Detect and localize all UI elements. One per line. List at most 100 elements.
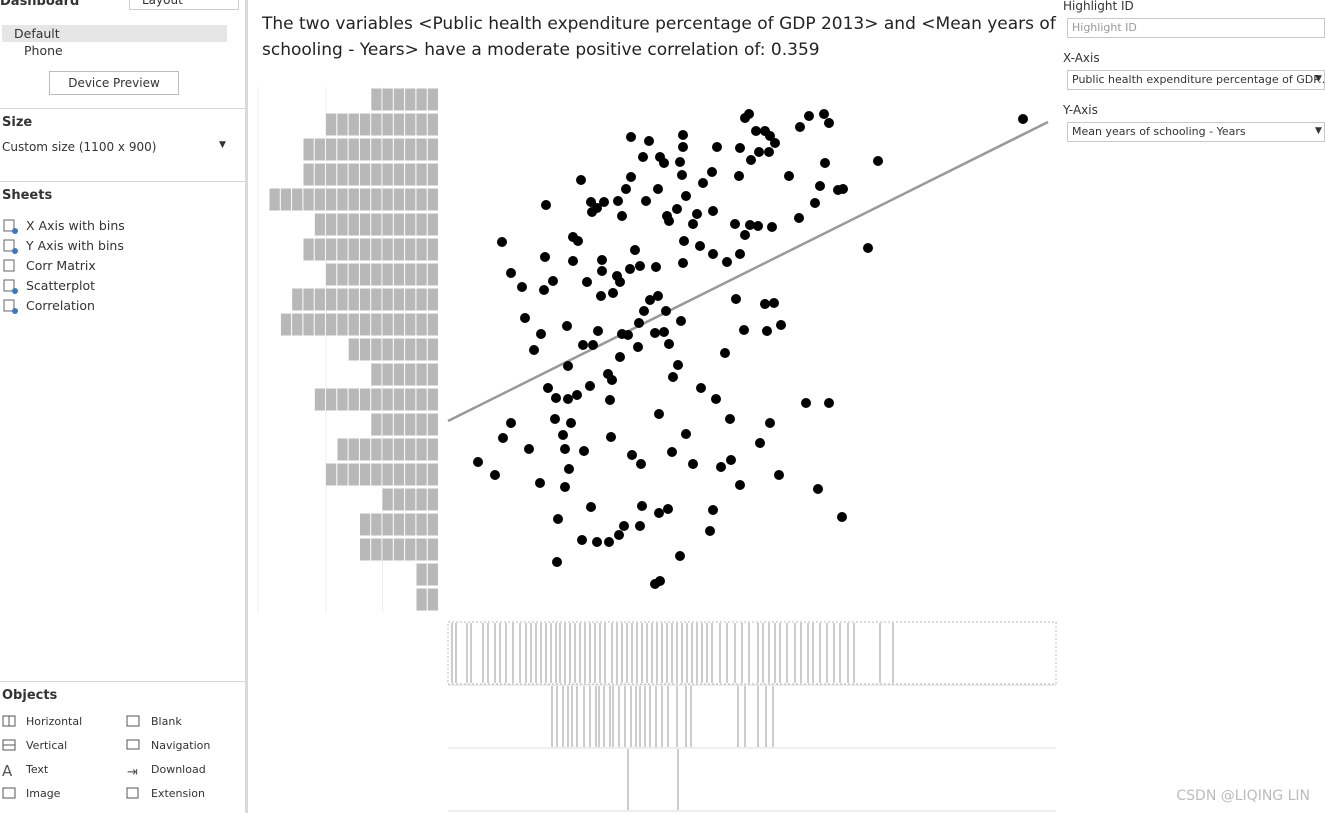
scatter-point [659,158,669,168]
scatter-point [563,361,573,371]
scatter-point [497,237,507,247]
scatter-point [824,118,834,128]
scatter-point [560,444,570,454]
sheet-item[interactable]: Corr Matrix [26,258,96,273]
y-axis-dropdown[interactable]: Mean years of schooling - Years [1067,122,1325,142]
scatter-point [824,398,834,408]
scatter-point [506,268,516,278]
scatter-point [621,184,631,194]
section-heading: Sheets [2,188,53,203]
scatter-point [605,395,615,405]
scatter-point [612,271,622,281]
scatter-point [593,326,603,336]
scatter-point [746,155,756,165]
device-option[interactable]: Default [2,25,227,42]
scatter-point [588,340,598,350]
scatter-point [553,514,563,524]
scatter-point [672,204,682,214]
scatter-point [626,172,636,182]
scatter-point [535,478,545,488]
scatter-point [473,457,483,467]
scatter-point [731,294,741,304]
scatter-point [626,132,636,142]
scatter-point [688,219,698,229]
hist-bar [303,138,439,161]
scatter-point [576,175,586,185]
scatter-point [498,433,508,443]
tab[interactable]: Dashboard [0,0,80,9]
scatter-point [586,502,596,512]
scatter-point [638,152,648,162]
sheet-item[interactable]: Scatterplot [26,278,96,293]
scatter-point [582,277,592,287]
scatter-point [560,482,570,492]
scatter-point [863,243,873,253]
scatter-point [635,261,645,271]
scatter-point [765,418,775,428]
object-item[interactable]: Navigation [151,739,211,752]
object-item[interactable]: Blank [151,715,182,728]
scatter-point [813,484,823,494]
scatter-point [770,138,780,148]
scatter-point [524,444,534,454]
scatter-point [517,282,527,292]
scatter-point [636,459,646,469]
scatter-point [675,157,685,167]
chart-title: The two variables <Public health expendi… [262,14,1056,60]
object-item[interactable]: Vertical [26,739,68,752]
scatter-point [873,156,883,166]
hist-bar [280,313,439,336]
scatter-point [562,321,572,331]
x-axis-dropdown[interactable]: Public health expenditure percentage of … [1067,70,1325,90]
hist-bar [292,288,439,311]
scatter-point [801,398,811,408]
scatter-point [619,521,629,531]
sheet-item[interactable]: X Axis with bins [26,218,125,233]
hist-bar [416,563,439,586]
object-item[interactable]: Download [151,763,206,776]
device-preview-button[interactable]: Device Preview [49,71,179,95]
filter-label: Y-Axis [1063,103,1098,117]
scatter-point [769,298,779,308]
hist-bar [371,363,439,386]
device-option[interactable]: Phone [24,43,63,58]
hist-bar [314,388,439,411]
scatter-point [635,521,645,531]
scatter-point [784,171,794,181]
object-item[interactable]: Image [26,787,61,800]
scatter-point [551,393,561,403]
hist-bar [371,413,439,436]
scatter-point [604,537,614,547]
scatter-point [506,418,516,428]
highlight-input[interactable]: Highlight ID [1067,18,1325,38]
size-dropdown[interactable]: Custom size (1100 x 900) [2,140,157,154]
scatter-point [651,262,661,272]
sheet-item[interactable]: Y Axis with bins [26,238,124,253]
scatter-point [679,236,689,246]
sheet-item[interactable]: Correlation [26,298,95,313]
scatter-point [722,257,732,267]
tab[interactable]: Layout [129,0,239,10]
object-icons: A ⇥ [2,715,140,799]
scatter-point [592,537,602,547]
scatter-point [675,551,685,561]
separator [0,181,245,182]
hist-bar [337,438,439,461]
scatter-point [760,126,770,136]
scatter-point [625,264,635,274]
scatter-point [815,181,825,191]
scatter-point [637,501,647,511]
strip-frame [447,621,1057,685]
scatter-point [653,291,663,301]
object-item[interactable]: Text [26,763,49,776]
scatter-point [607,375,617,385]
scatter-point [708,249,718,259]
scatter-point [540,252,550,262]
scatter-point [708,206,718,216]
scatter-point [613,196,623,206]
scatter-point [677,170,687,180]
object-item[interactable]: Extension [151,787,206,800]
scatter-point [564,464,574,474]
object-item[interactable]: Horizontal [26,715,83,728]
